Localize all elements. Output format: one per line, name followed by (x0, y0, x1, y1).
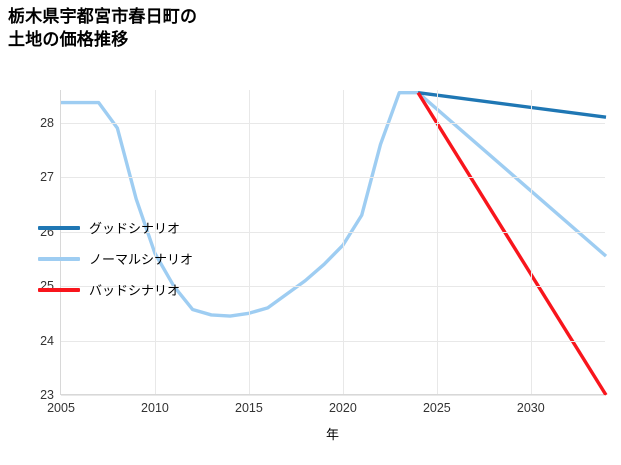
legend-item-label: バッドシナリオ (89, 283, 181, 298)
y-tick-label: 27 (40, 170, 54, 185)
series-line (416, 91, 608, 396)
series-lines (61, 91, 608, 396)
series-line (417, 91, 607, 119)
legend-color-swatch (38, 287, 80, 292)
plot-area: 23 24 25 26 27 28 2005 2010 2015 2020 2025 2030 (40, 90, 608, 415)
x-tick-label: 2025 (422, 401, 451, 415)
x-tick-label: 2010 (141, 401, 169, 415)
x-axis-title: 年 (325, 427, 339, 442)
y-tick-label: 28 (40, 115, 54, 130)
legend-item[interactable]: バッドシナリオ (38, 280, 193, 299)
legend-item-label: グッドシナリオ (89, 221, 181, 236)
gridline-horizontal (61, 122, 605, 124)
legend-item-label: ノーマルシナリオ (89, 252, 194, 267)
gridline-horizontal (61, 395, 605, 396)
gridline-horizontal (61, 231, 605, 233)
x-tick-label: 2005 (47, 401, 75, 415)
x-tick-label: 2015 (235, 401, 263, 415)
legend-item[interactable]: ノーマルシナリオ (38, 249, 193, 268)
gridline-horizontal (61, 286, 605, 288)
x-tick-label: 2020 (328, 401, 357, 415)
gridline-vertical (248, 90, 250, 394)
legend-color-swatch (38, 225, 80, 230)
legend-color-swatch (38, 256, 80, 261)
gridline-vertical (530, 90, 532, 394)
y-tick-label: 23 (40, 388, 54, 402)
gridline-horizontal (61, 177, 605, 179)
x-tick-label: 2030 (516, 401, 545, 415)
y-tick-label: 24 (40, 333, 54, 348)
gridline-horizontal (61, 340, 605, 342)
chart-legend: グッドシナリオ ノーマルシナリオ バッドシナリオ (38, 218, 193, 299)
gridline-vertical (154, 90, 156, 394)
series-line (61, 91, 608, 318)
page-title: 栃木県宇都宮市春日町の 土地の価格推移 (8, 7, 198, 49)
legend-item[interactable]: グッドシナリオ (38, 218, 193, 237)
gridline-vertical (436, 90, 438, 394)
gridline-vertical (342, 90, 344, 394)
